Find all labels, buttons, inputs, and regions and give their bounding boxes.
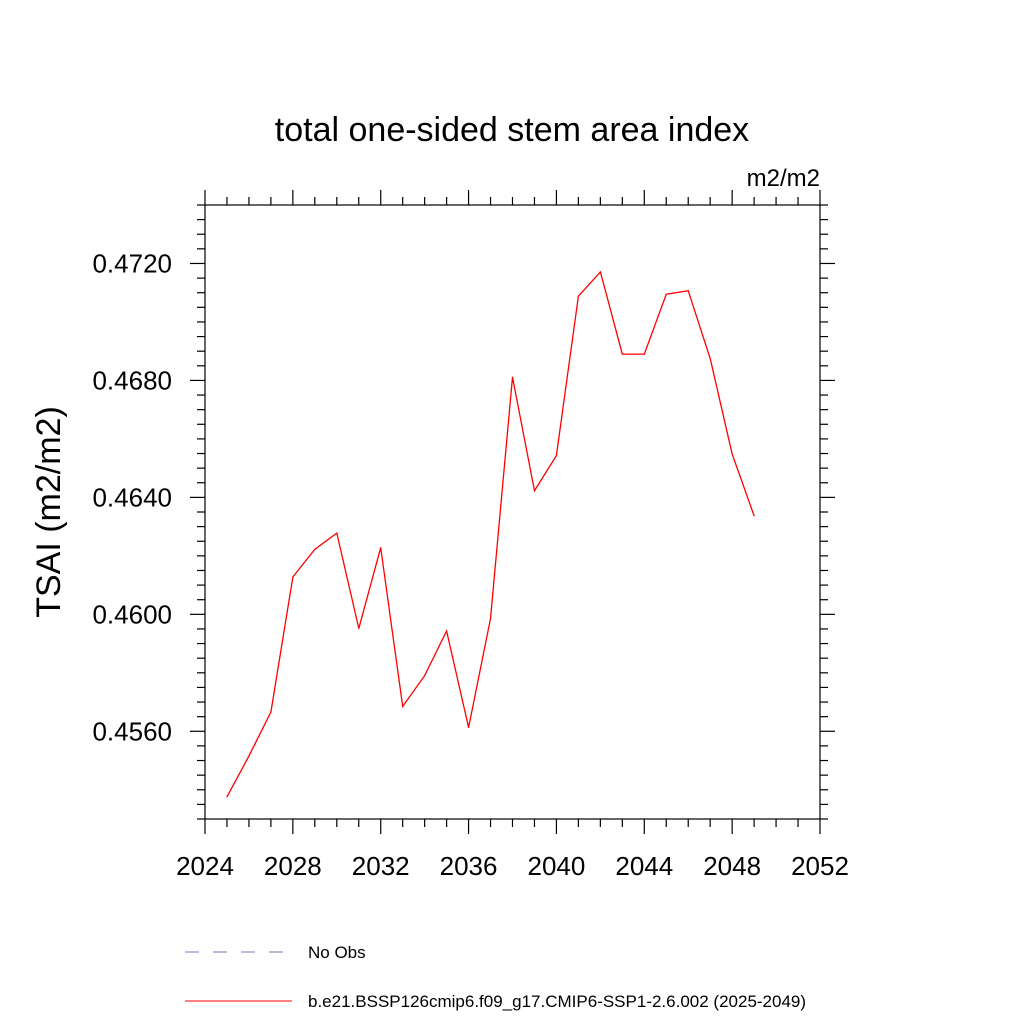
x-tick-label: 2032 [352,851,410,881]
y-tick-label: 0.4720 [92,248,172,278]
legend-label: No Obs [308,943,366,962]
data-point [533,490,536,492]
x-tick-label: 2048 [703,851,761,881]
series-line [226,270,755,798]
x-tick-label: 2040 [528,851,586,881]
data-point [226,796,228,798]
data-point [665,293,667,295]
data-point [467,726,470,729]
data-point [709,357,711,360]
y-tick-labels: 0.4560 0.4600 0.4640 0.4680 0.4720 [92,248,172,746]
y-tick-label: 0.4600 [92,599,172,629]
data-point [358,627,360,629]
axis-ticks [190,190,835,834]
data-point [643,353,645,355]
data-point [599,271,601,273]
data-point [314,548,316,551]
data-series [226,270,755,798]
legend-label: b.e21.BSSP126cmip6.f09_g17.CMIP6-SSP1-2.… [308,992,806,1011]
data-point [621,353,623,355]
x-tick-label: 2024 [176,851,234,881]
data-point [687,290,689,292]
units-label: m2/m2 [747,165,820,192]
data-point [424,675,426,677]
data-point [555,454,558,457]
chart-title: total one-sided stem area index [275,111,749,149]
data-point [731,453,733,455]
x-tick-label: 2044 [615,851,673,881]
y-tick-label: 0.4680 [92,365,172,395]
data-point [402,705,404,708]
data-point [336,532,338,534]
x-tick-label: 2036 [440,851,498,881]
data-point [270,711,272,713]
data-point [753,515,755,517]
y-tick-label: 0.4640 [92,482,172,512]
y-axis-label: TSAI (m2/m2) [30,406,68,618]
x-tick-label: 2052 [791,851,849,881]
y-tick-label: 0.4560 [92,716,172,746]
data-point [489,618,492,620]
legend: No Obs b.e21.BSSP126cmip6.f09_g17.CMIP6-S… [185,943,806,1011]
data-point [511,376,514,378]
data-point [577,295,579,297]
data-point [292,576,294,578]
data-point [248,755,250,757]
x-tick-labels: 2024 2028 2032 2036 2040 2044 2048 2052 [176,851,849,881]
data-point [380,547,382,549]
x-tick-label: 2028 [264,851,322,881]
plot-frame [204,204,821,820]
data-point [446,630,448,632]
